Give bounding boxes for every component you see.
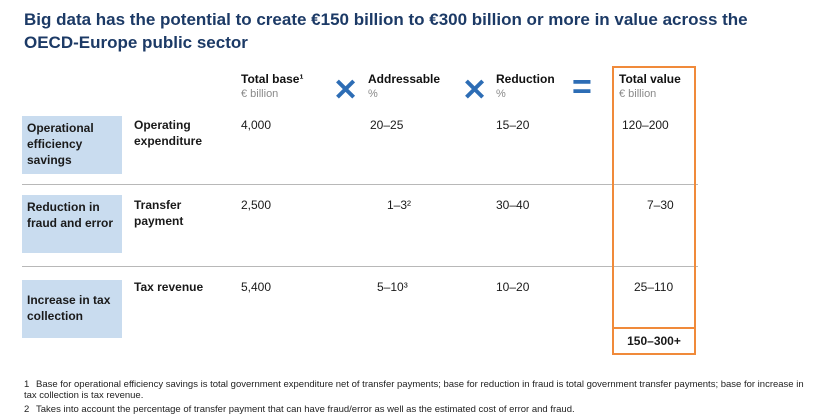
page-title: Big data has the potential to create €15… (24, 10, 748, 52)
multiply-icon: ✕ (333, 74, 359, 107)
header-addressable-unit: % (368, 88, 378, 100)
row1-value: 120–200 (622, 118, 669, 132)
category-operational-efficiency: Operational efficiency savings (22, 116, 122, 174)
header-reduction: Reduction % (496, 72, 555, 102)
row2-base: 2,500 (241, 198, 272, 212)
row2-value: 7–30 (647, 198, 674, 212)
header-addressable: Addressable % (368, 72, 440, 102)
row3-value: 25–110 (634, 280, 674, 294)
row3-reduction: 10–20 (496, 280, 530, 294)
footnote-1-text: Base for operational efficiency savings … (24, 379, 804, 401)
row-item-transfer-payment: Transfer payment (134, 198, 184, 228)
row3-base: 5,400 (241, 280, 272, 294)
grand-total: 150–300+ (627, 334, 681, 348)
row1-addressable: 20–25 (370, 118, 404, 132)
footnote-2-number: 2 (24, 404, 30, 415)
header-total-value-label: Total value (619, 72, 681, 86)
row2-reduction: 30–40 (496, 198, 530, 212)
row1-reduction: 15–20 (496, 118, 530, 132)
header-addressable-label: Addressable (368, 72, 441, 86)
row-divider (22, 184, 698, 185)
category-fraud-error: Reduction in fraud and error (22, 195, 122, 253)
total-separator (612, 327, 696, 329)
header-total-base-label: Total base¹ (241, 72, 304, 86)
row-divider (22, 266, 698, 267)
header-reduction-unit: % (496, 88, 506, 100)
footnote-1-number: 1 (24, 379, 30, 390)
row1-base: 4,000 (241, 118, 272, 132)
header-total-base: Total base¹ € billion (241, 72, 303, 102)
header-reduction-label: Reduction (496, 72, 555, 86)
footnote-2: 2 Takes into account the percentage of tr… (24, 404, 814, 415)
header-total-value-unit: € billion (619, 88, 657, 100)
footnote-2-text: Takes into account the percentage of tra… (36, 404, 575, 415)
equals-icon: = (572, 68, 592, 106)
row3-addressable: 5–10³ (377, 280, 408, 294)
category-tax-collection: Increase in tax collection (22, 280, 122, 338)
total-value-column-frame (612, 66, 696, 355)
footnote-1: 1 Base for operational efficiency savings… (24, 379, 814, 401)
row-item-operating-expenditure: Operating expenditure (134, 118, 203, 148)
row2-addressable: 1–3² (387, 198, 412, 212)
row-item-tax-revenue: Tax revenue (134, 280, 204, 294)
header-total-base-unit: € billion (241, 88, 279, 100)
header-total-value: Total value € billion (619, 72, 681, 102)
multiply-icon: ✕ (462, 74, 488, 107)
